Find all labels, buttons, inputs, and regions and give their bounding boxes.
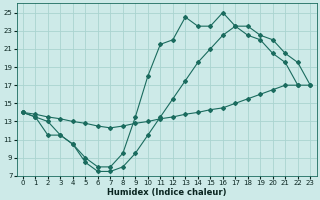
X-axis label: Humidex (Indice chaleur): Humidex (Indice chaleur) bbox=[107, 188, 226, 197]
